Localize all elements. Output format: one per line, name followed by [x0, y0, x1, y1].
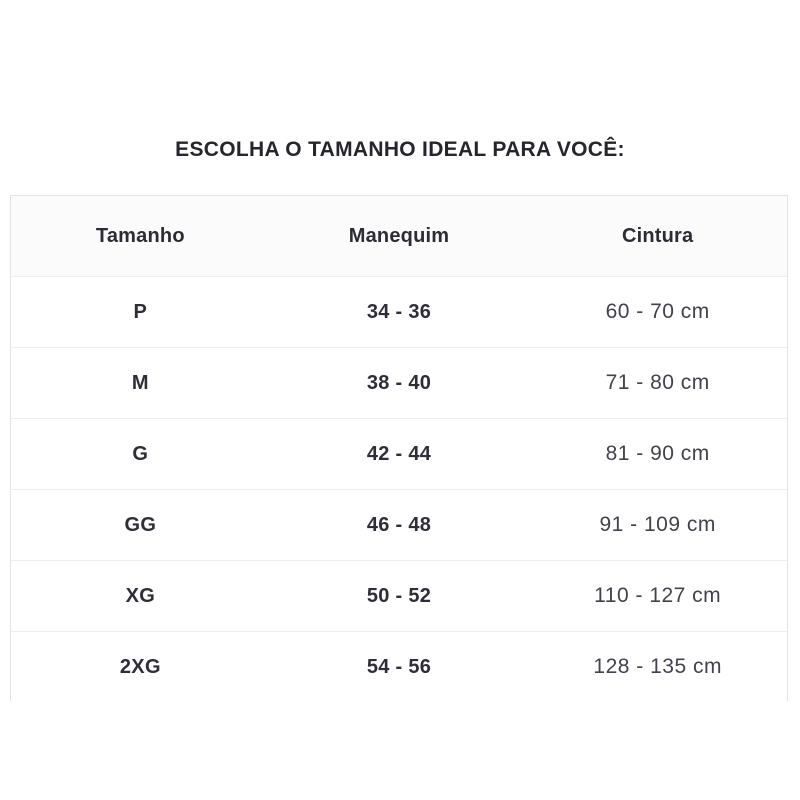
- size-cell: M: [131, 371, 149, 394]
- table-row: 2XG 54 - 56 128 - 135 cm: [11, 631, 787, 702]
- size-cell: 2XG: [119, 655, 161, 678]
- column-header-manequim: Manequim: [348, 224, 450, 247]
- size-chart-table: Tamanho Manequim Cintura P 34 - 36 60 - …: [10, 195, 788, 702]
- size-chart-title: ESCOLHA O TAMANHO IDEAL PARA VOCÊ:: [175, 138, 625, 161]
- table-row: GG 46 - 48 91 - 109 cm: [11, 489, 787, 560]
- cintura-cell: 81 - 90 cm: [605, 442, 710, 465]
- cintura-cell: 60 - 70 cm: [605, 300, 710, 323]
- size-cell: G: [132, 442, 149, 465]
- size-cell: GG: [124, 513, 157, 536]
- column-header-cintura: Cintura: [621, 224, 694, 247]
- cintura-cell: 110 - 127 cm: [594, 584, 722, 607]
- cintura-cell: 128 - 135 cm: [593, 655, 722, 678]
- table-row: XG 50 - 52 110 - 127 cm: [11, 560, 787, 631]
- size-cell: XG: [125, 584, 156, 607]
- table-row: G 42 - 44 81 - 90 cm: [11, 418, 787, 489]
- manequim-cell: 38 - 40: [366, 371, 432, 394]
- cintura-cell: 91 - 109 cm: [599, 513, 716, 536]
- manequim-cell: 42 - 44: [366, 442, 432, 465]
- manequim-cell: 34 - 36: [366, 300, 432, 323]
- cintura-cell: 71 - 80 cm: [605, 371, 710, 394]
- table-row: P 34 - 36 60 - 70 cm: [11, 276, 787, 347]
- column-header-tamanho: Tamanho: [95, 224, 185, 247]
- manequim-cell: 54 - 56: [366, 655, 432, 678]
- manequim-cell: 46 - 48: [366, 513, 432, 536]
- table-row: M 38 - 40 71 - 80 cm: [11, 347, 787, 418]
- table-header-row: Tamanho Manequim Cintura: [11, 196, 787, 276]
- manequim-cell: 50 - 52: [366, 584, 432, 607]
- size-cell: P: [133, 300, 148, 323]
